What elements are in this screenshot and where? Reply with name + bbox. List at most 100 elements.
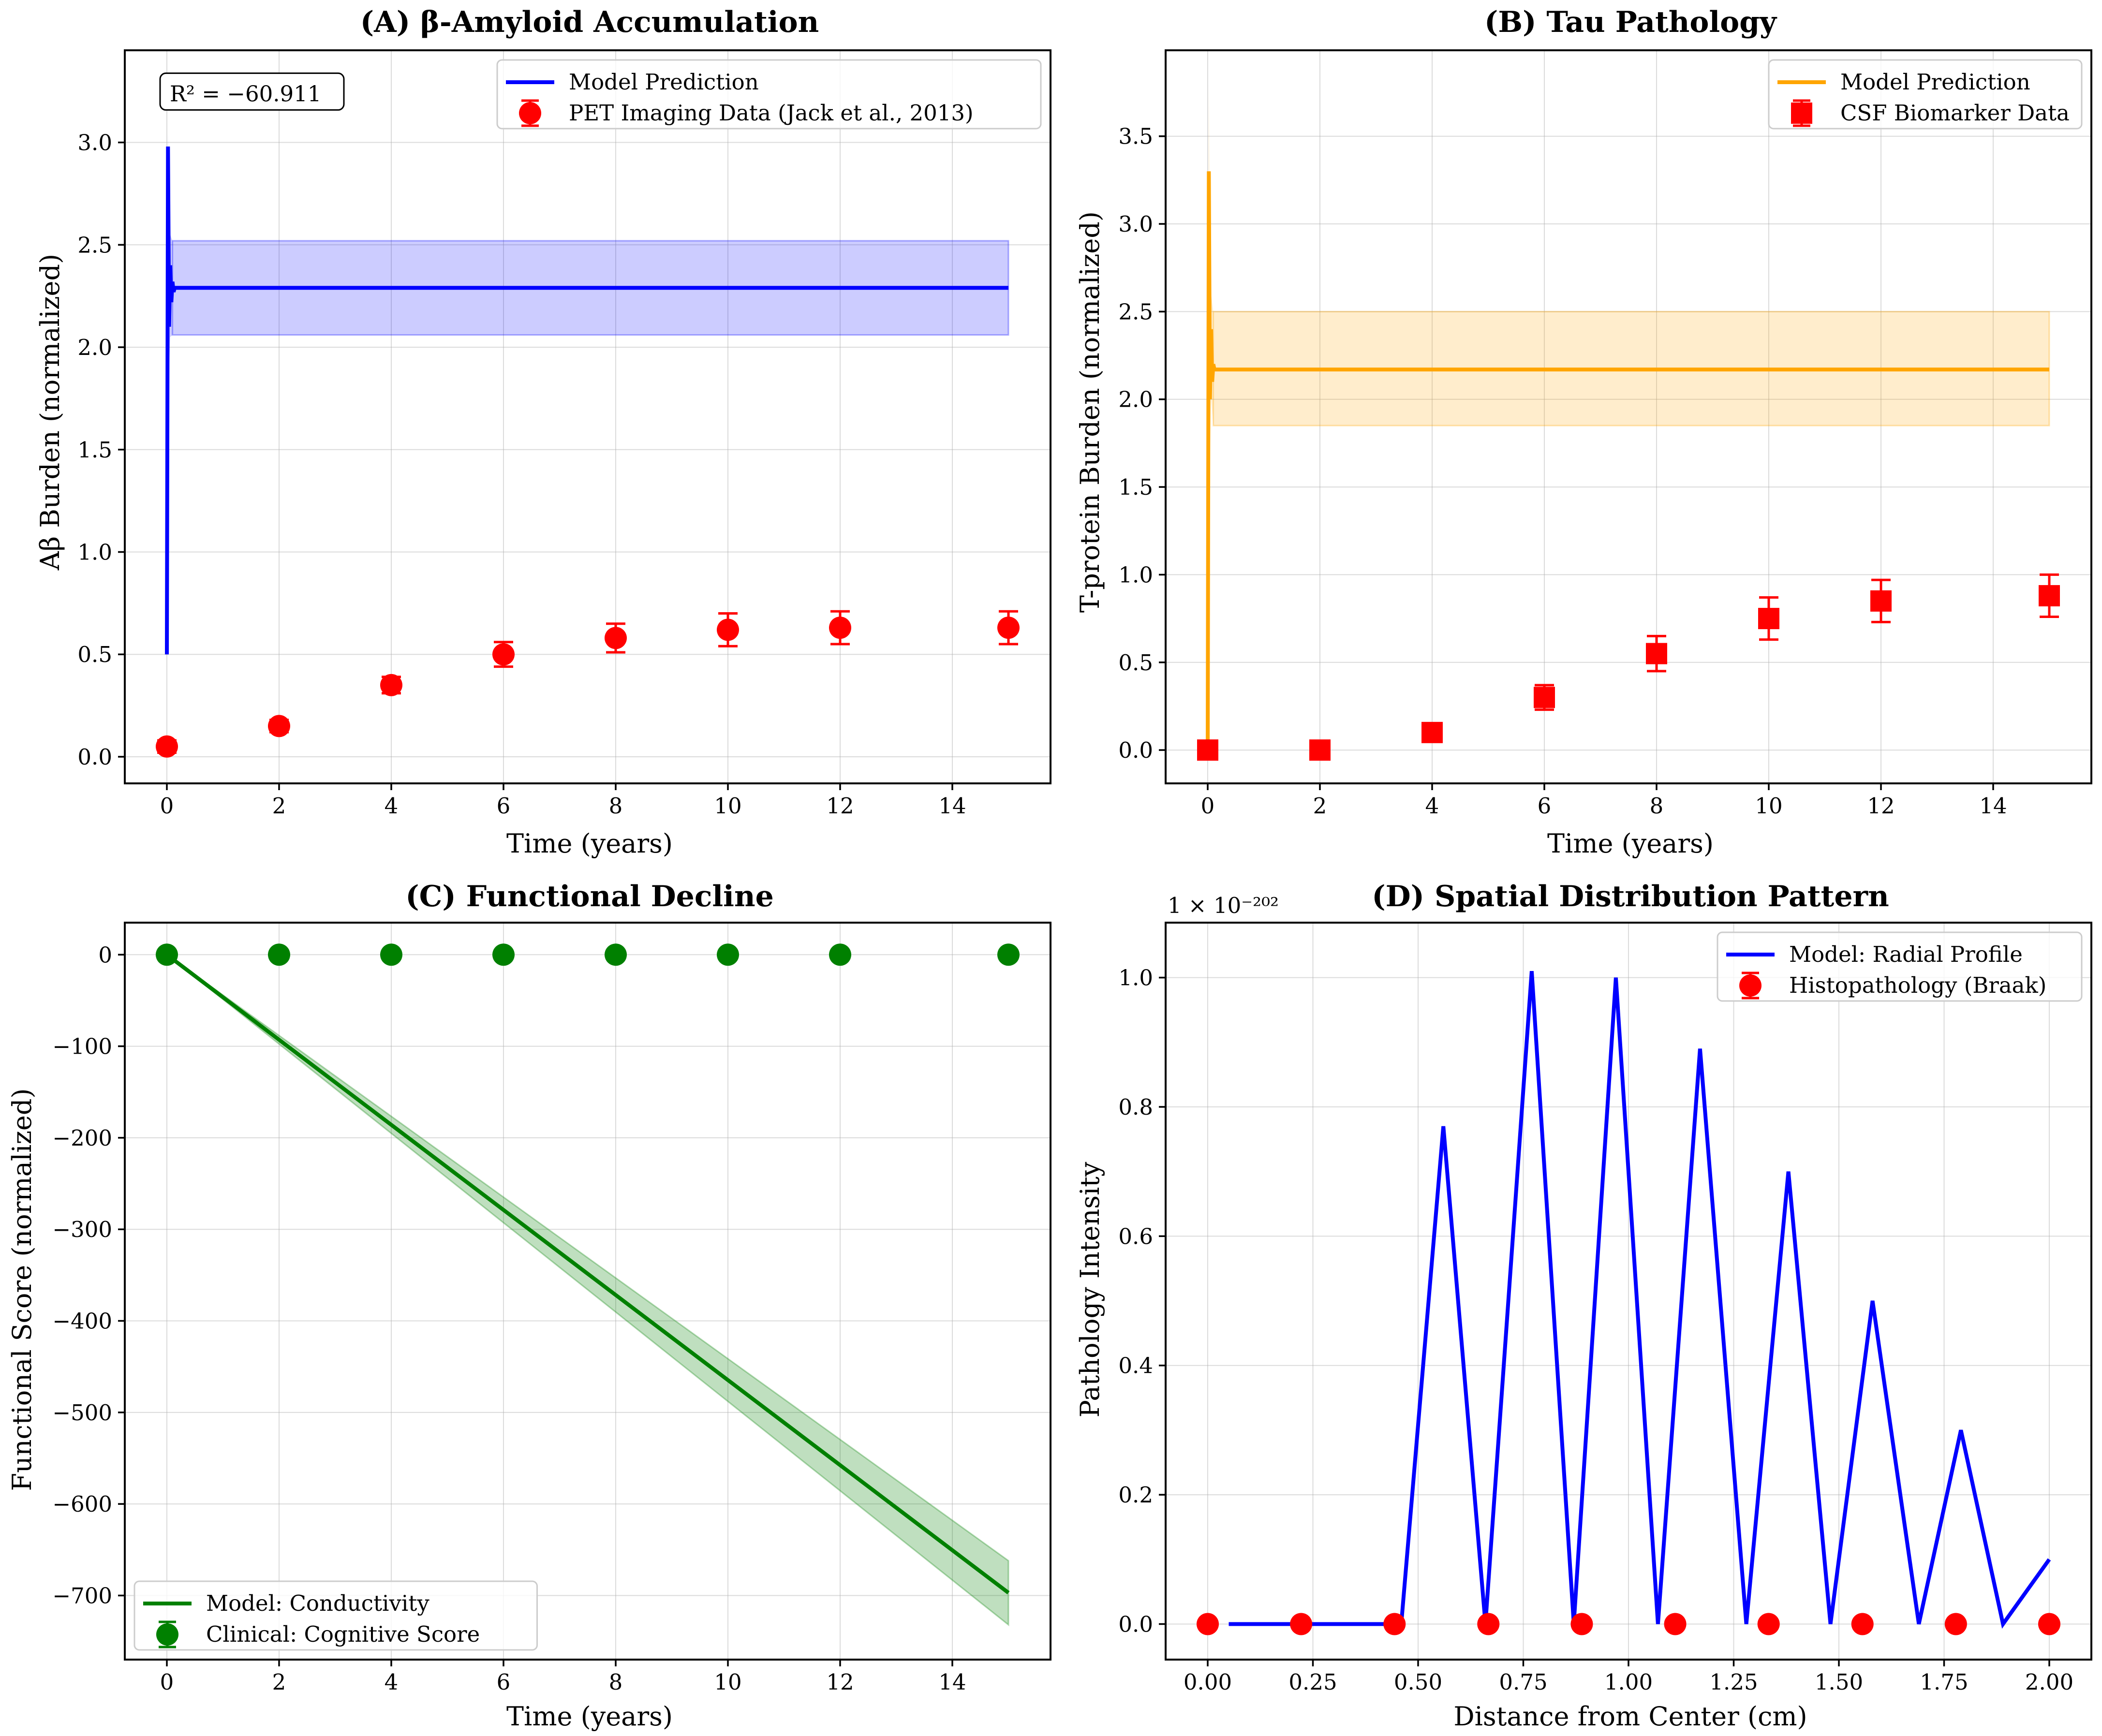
panel-a-ytick-label: 2.0: [77, 335, 112, 360]
panel-b-xtick-label: 6: [1538, 793, 1552, 819]
panel-b-model-line: [1206, 171, 2049, 750]
panel-c-data-point: [605, 943, 627, 966]
panel-a-ylabel: Aβ Burden (normalized): [35, 254, 65, 571]
panel-d-data-point: [1290, 1613, 1313, 1635]
panel-d-data-point: [1570, 1613, 1593, 1635]
panel-d-ytick-label: 0.0: [1118, 1611, 1153, 1637]
panel-a-legend-marker-swatch: [519, 102, 541, 124]
panel-a-ytick-label: 1.0: [77, 539, 112, 565]
panel-d-data-point: [1664, 1613, 1687, 1635]
panel-a-xtick-label: 14: [938, 793, 966, 819]
panel-c-ytick-label: −300: [52, 1217, 112, 1242]
panel-a-ytick-label: 3.0: [77, 130, 112, 156]
panel-a-ytick-label: 2.5: [77, 232, 112, 258]
panel-b-title: (B) Tau Pathology: [1484, 5, 1777, 39]
panel-b-data-point: [1646, 643, 1667, 664]
panel-a-annotation: R² = −60.911: [170, 81, 321, 106]
panel-a-xtick-label: 2: [272, 793, 286, 819]
panel-d-data-point: [1477, 1613, 1500, 1635]
panel-c-ytick-label: −100: [52, 1034, 112, 1059]
panel-a-data-point: [605, 627, 627, 649]
panel-c-data-point: [268, 943, 290, 966]
panel-d-legend-marker-swatch: [1739, 974, 1762, 997]
panel-c-legend-label: Model: Conductivity: [206, 1590, 429, 1616]
panel-c-title: (C) Functional Decline: [405, 880, 774, 913]
panel-d-xtick-label: 1.00: [1604, 1669, 1653, 1695]
panel-a-ytick-label: 0.0: [77, 744, 112, 770]
panel-c-data-point: [997, 943, 1020, 966]
panel-d-xtick-label: 1.50: [1815, 1669, 1863, 1695]
panel-a-data-point: [492, 643, 515, 666]
panel-b-xtick-label: 0: [1201, 793, 1215, 819]
panel-c-xtick-label: 10: [714, 1669, 741, 1695]
panel-b-tau: (B) Tau Pathology Time (years) T-protein…: [1075, 5, 2092, 859]
panel-d-ytick-label: 0.8: [1118, 1094, 1153, 1120]
panel-a-xtick-label: 6: [497, 793, 511, 819]
panel-c-legend-label: Clinical: Cognitive Score: [206, 1621, 480, 1647]
panel-b-ytick-label: 2.5: [1118, 299, 1153, 324]
panel-c-uncertainty-band: [166, 954, 1009, 1627]
panel-c-xtick-label: 8: [609, 1669, 623, 1695]
panel-c-xtick-label: 14: [938, 1669, 966, 1695]
panel-c-ytick-label: −500: [52, 1400, 112, 1426]
panel-d-xtick-label: 0.75: [1499, 1669, 1547, 1695]
panel-d-ytick-label: 0.6: [1118, 1223, 1153, 1249]
panel-d-legend-box: [1717, 931, 2083, 1002]
panel-d-xlabel: Distance from Center (cm): [1453, 1701, 1807, 1732]
panel-c-ytick-label: 0: [98, 942, 112, 968]
panel-b-legend-marker-swatch: [1791, 103, 1812, 124]
panel-c-data-point: [717, 943, 739, 966]
panel-b-legend-label: Model Prediction: [1840, 69, 2030, 95]
panel-c-model-line: [165, 953, 1010, 1594]
panel-d-xtick-label: 0.25: [1288, 1669, 1337, 1695]
panel-c-legend-box: [133, 1580, 538, 1651]
panel-a-legend-label: Model Prediction: [569, 69, 759, 95]
panel-b-ytick-label: 3.5: [1118, 124, 1153, 149]
panel-c-functional: (C) Functional Decline Time (years) Func…: [7, 880, 1051, 1732]
panel-d-legend-label: Histopathology (Braak): [1789, 972, 2046, 998]
panel-b-xtick-label: 2: [1313, 793, 1327, 819]
panel-a-model-line: [165, 147, 1008, 655]
panel-d-spatial: (D) Spatial Distribution Pattern Distanc…: [1075, 880, 2092, 1732]
panel-b-ytick-label: 0.0: [1118, 737, 1153, 763]
panel-c-data-point: [492, 943, 515, 966]
panel-a-annotation-box: [159, 72, 345, 111]
panel-d-model-line: [1229, 971, 2051, 1629]
panel-d-ytick-label: 1.0: [1118, 965, 1153, 991]
panel-a-title: (A) β-Amyloid Accumulation: [360, 5, 819, 39]
panel-c-xtick-label: 0: [160, 1669, 174, 1695]
panel-d-xtick-label: 2.00: [2025, 1669, 2073, 1695]
panel-d-xtick-label: 1.75: [1920, 1669, 1968, 1695]
panel-b-data-point: [1309, 739, 1331, 761]
panel-c-ytick-label: −600: [52, 1491, 112, 1517]
panel-c-data-point: [380, 943, 402, 966]
panel-b-xtick-label: 8: [1650, 793, 1664, 819]
panel-d-title: (D) Spatial Distribution Pattern: [1372, 880, 1889, 913]
panel-d-xtick-label: 0.00: [1184, 1669, 1232, 1695]
panel-d-data-point: [2038, 1613, 2060, 1635]
panel-b-data-point: [1870, 590, 1892, 612]
panel-c-xtick-label: 4: [385, 1669, 399, 1695]
panel-b-xlabel: Time (years): [1547, 828, 1714, 859]
panel-b-legend-label: CSF Biomarker Data: [1840, 100, 2070, 126]
panel-c-ytick-label: −400: [52, 1309, 112, 1334]
panel-a-data-point: [997, 617, 1020, 639]
panel-a-data-point: [268, 715, 290, 737]
panel-d-data-point: [1197, 1613, 1219, 1635]
panel-a-legend-box: [496, 59, 1042, 130]
panel-c-legend-marker-swatch: [156, 1623, 178, 1646]
panel-a-ytick-label: 0.5: [77, 642, 112, 667]
panel-b-ytick-label: 1.0: [1118, 562, 1153, 588]
panel-b-data-point: [1421, 721, 1443, 743]
panel-a-legend-label: PET Imaging Data (Jack et al., 2013): [569, 100, 974, 126]
panel-c-axes-frame: [124, 922, 1051, 1661]
panel-c-xtick-label: 6: [497, 1669, 511, 1695]
panel-b-ytick-label: 3.0: [1118, 211, 1153, 237]
panel-a-xlabel: Time (years): [506, 828, 673, 859]
panel-a-xtick-label: 0: [160, 793, 174, 819]
panel-d-offset-text: 1 × 10⁻²⁰²: [1168, 893, 1279, 918]
panel-d-axes-frame: [1165, 922, 2092, 1661]
panel-c-data-point: [156, 943, 178, 966]
panel-b-xtick-label: 14: [1979, 793, 2007, 819]
